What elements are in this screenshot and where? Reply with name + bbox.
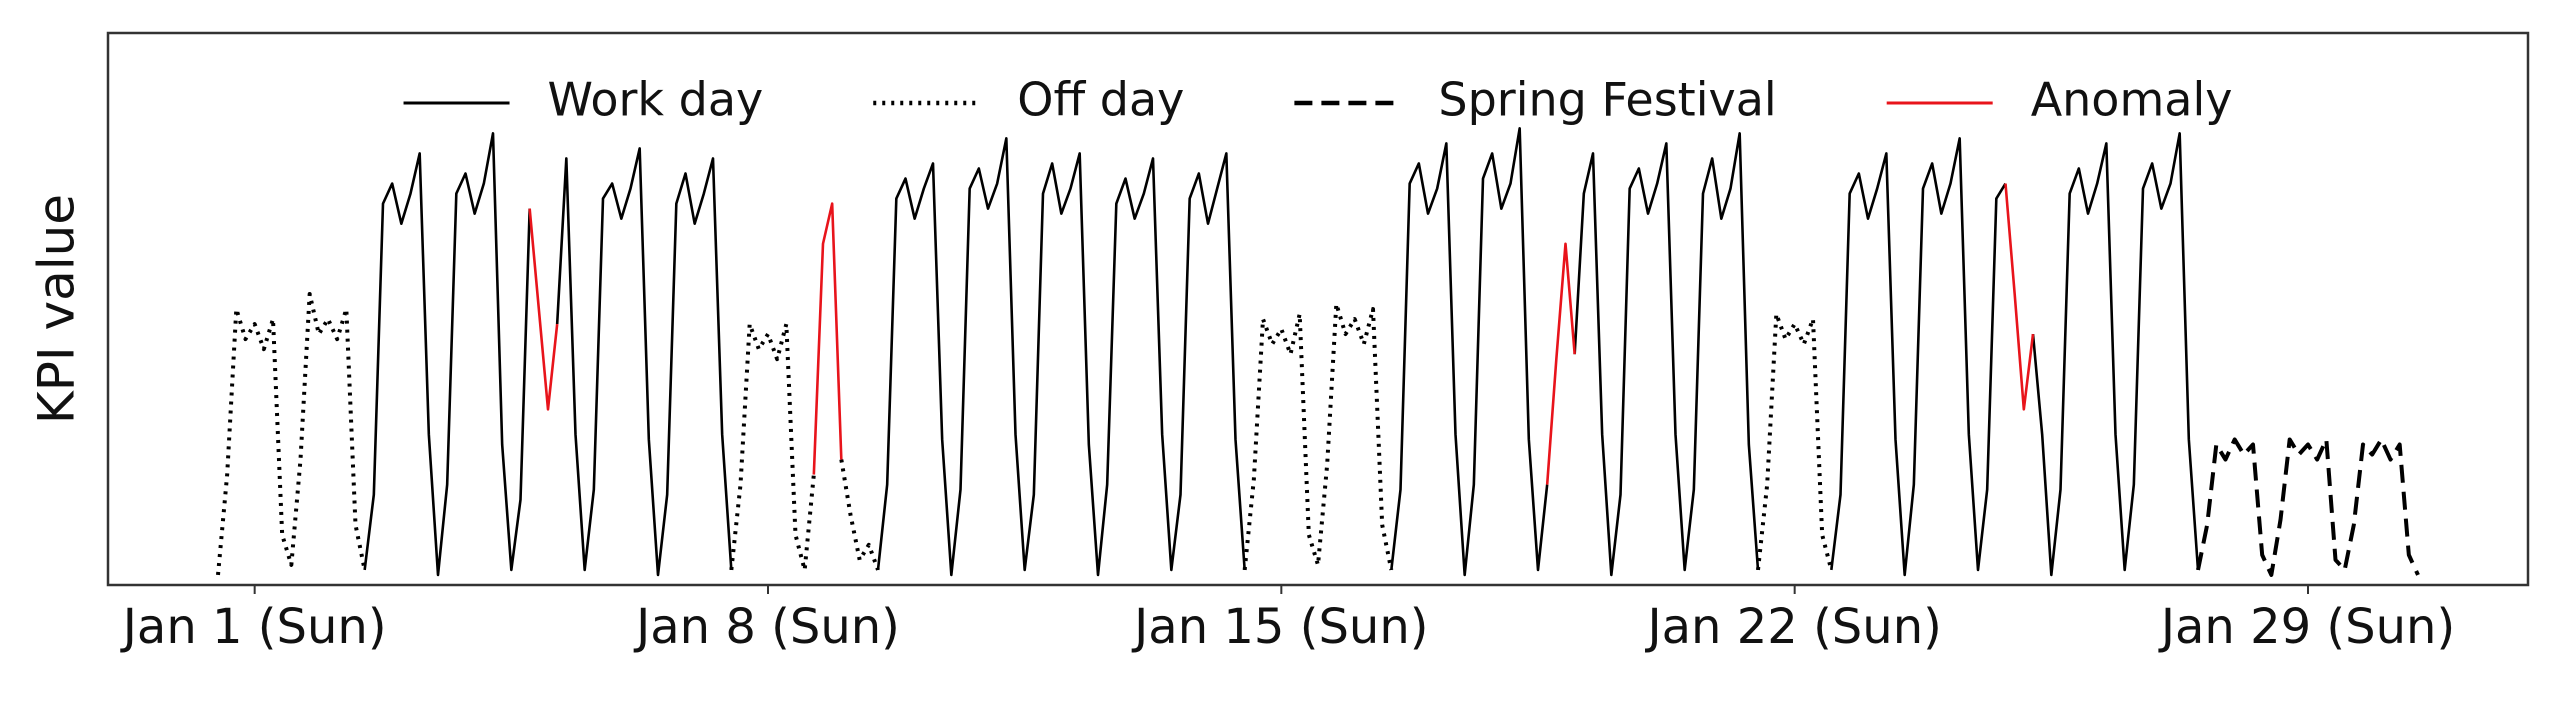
- x-tick-label: Jan 1 (Sun): [120, 599, 387, 655]
- series-line: [528, 183, 2035, 485]
- series-line: [216, 291, 1834, 576]
- plot-frame: [106, 31, 2530, 587]
- legend-label: Spring Festival: [1438, 73, 1776, 127]
- legend-label: Work day: [548, 73, 764, 127]
- y-axis-label: KPI value: [28, 194, 86, 424]
- legend: Work day Off day Spring Festival Anomaly: [403, 73, 2233, 127]
- legend-label: Off day: [1017, 73, 1184, 127]
- x-tick-label: Jan 15 (Sun): [1131, 599, 1428, 655]
- x-tick-label: Jan 29 (Sun): [2158, 599, 2455, 655]
- series-line: [363, 127, 2200, 577]
- legend-label: Anomaly: [2031, 73, 2233, 127]
- x-tick-label: Jan 22 (Sun): [1644, 599, 1941, 655]
- series-line: [2196, 437, 2420, 577]
- x-tick-label: Jan 8 (Sun): [633, 599, 900, 655]
